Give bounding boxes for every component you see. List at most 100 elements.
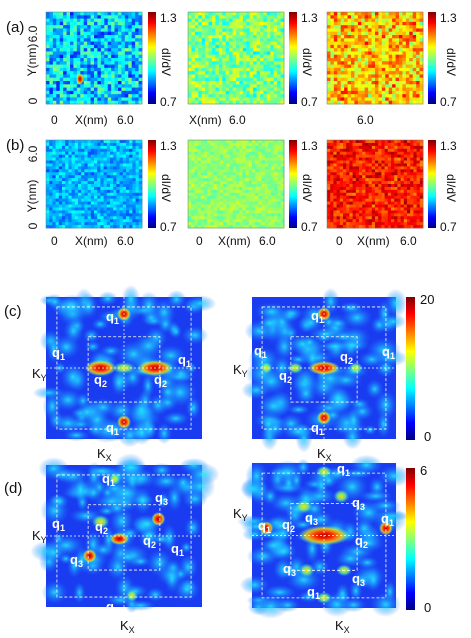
map-pixel <box>216 195 221 200</box>
map-pixel <box>336 166 341 170</box>
map-pixel <box>49 210 53 214</box>
map-pixel <box>407 210 411 214</box>
map-pixel <box>212 81 216 85</box>
map-pixel <box>412 64 417 69</box>
map-pixel <box>388 35 393 39</box>
map-pixel <box>213 204 218 208</box>
map-pixel <box>245 207 250 211</box>
map-pixel <box>107 74 112 79</box>
map-pixel <box>330 74 335 79</box>
map-pixel <box>113 204 117 208</box>
map-pixel <box>236 21 240 26</box>
map-pixel <box>371 58 376 62</box>
map-pixel <box>49 25 54 29</box>
map-pixel <box>46 216 50 220</box>
map-pixel <box>73 84 78 88</box>
map-pixel <box>68 172 72 176</box>
map-pixel <box>218 12 223 16</box>
map-pixel <box>327 210 331 214</box>
map-pixel <box>46 181 50 185</box>
map-pixel <box>201 67 206 72</box>
map-pixel <box>97 145 101 150</box>
map-pixel <box>260 58 264 62</box>
map-pixel <box>87 192 92 197</box>
map-pixel <box>409 15 414 19</box>
map-pixel <box>246 81 251 85</box>
map-pixel <box>229 213 234 217</box>
map-pixel <box>359 157 363 161</box>
map-pixel <box>264 175 269 179</box>
map-pixel <box>198 25 203 29</box>
map-pixel <box>416 54 420 59</box>
map-pixel <box>236 67 240 72</box>
map-pixel <box>94 163 98 167</box>
map-pixel <box>340 61 345 65</box>
map-pixel <box>361 48 366 52</box>
map-pixel <box>194 151 198 156</box>
map-pixel <box>73 21 78 26</box>
map-pixel <box>252 181 256 185</box>
map-pixel <box>226 195 230 200</box>
map-pixel <box>213 178 218 182</box>
map-pixel <box>46 160 50 164</box>
map-pixel <box>114 54 119 59</box>
map-pixel <box>378 166 382 170</box>
map-pixel <box>375 31 379 36</box>
map-pixel <box>277 58 281 62</box>
map-pixel <box>197 213 202 217</box>
map-pixel <box>392 67 396 72</box>
map-pixel <box>97 44 102 49</box>
map-pixel <box>397 140 401 144</box>
map-pixel <box>349 222 353 226</box>
map-frame <box>45 11 143 105</box>
map-pixel <box>84 204 88 208</box>
map-pixel <box>381 148 385 153</box>
map-pixel <box>100 192 104 197</box>
map-pixel <box>111 90 115 95</box>
map-pixel <box>327 94 331 98</box>
map-pixel <box>138 21 143 26</box>
map-pixel <box>100 74 105 79</box>
map-pixel <box>212 87 216 92</box>
map-pixel <box>249 31 254 36</box>
map-pixel <box>368 74 372 79</box>
map-pixel <box>378 58 383 62</box>
map-pixel <box>263 41 268 46</box>
map-pixel <box>81 225 85 229</box>
map-pixel <box>378 213 382 217</box>
map-pixel <box>121 44 126 49</box>
map-pixel <box>337 38 342 42</box>
map-pixel <box>135 97 139 102</box>
map-pixel <box>407 172 411 176</box>
map-pixel <box>114 74 119 79</box>
map-pixel <box>223 163 227 167</box>
map-pixel <box>200 181 205 185</box>
map-pixel <box>280 216 285 220</box>
map-pixel <box>208 44 213 49</box>
map-pixel <box>368 71 372 75</box>
map-pixel <box>188 12 192 16</box>
map-pixel <box>394 186 398 191</box>
map-pixel <box>71 225 76 229</box>
map-pixel <box>87 216 92 220</box>
map-pixel <box>65 175 69 179</box>
map-pixel <box>232 175 237 179</box>
map-pixel <box>405 54 410 59</box>
map-pixel <box>266 61 271 65</box>
map-pixel <box>135 21 139 26</box>
map-pixel <box>225 74 230 79</box>
map-pixel <box>256 51 261 56</box>
map-pixel <box>111 61 115 65</box>
map-pixel <box>352 198 357 202</box>
map-pixel <box>412 74 417 79</box>
map-pixel <box>271 216 275 220</box>
map-pixel <box>412 31 417 36</box>
map-pixel <box>229 198 234 202</box>
map-pixel <box>357 81 362 85</box>
map-pixel <box>194 15 199 19</box>
map-pixel <box>100 64 105 69</box>
map-pixel <box>253 94 257 98</box>
map-pixel <box>239 184 243 188</box>
map-pixel <box>124 54 129 59</box>
map-pixel <box>46 41 50 46</box>
